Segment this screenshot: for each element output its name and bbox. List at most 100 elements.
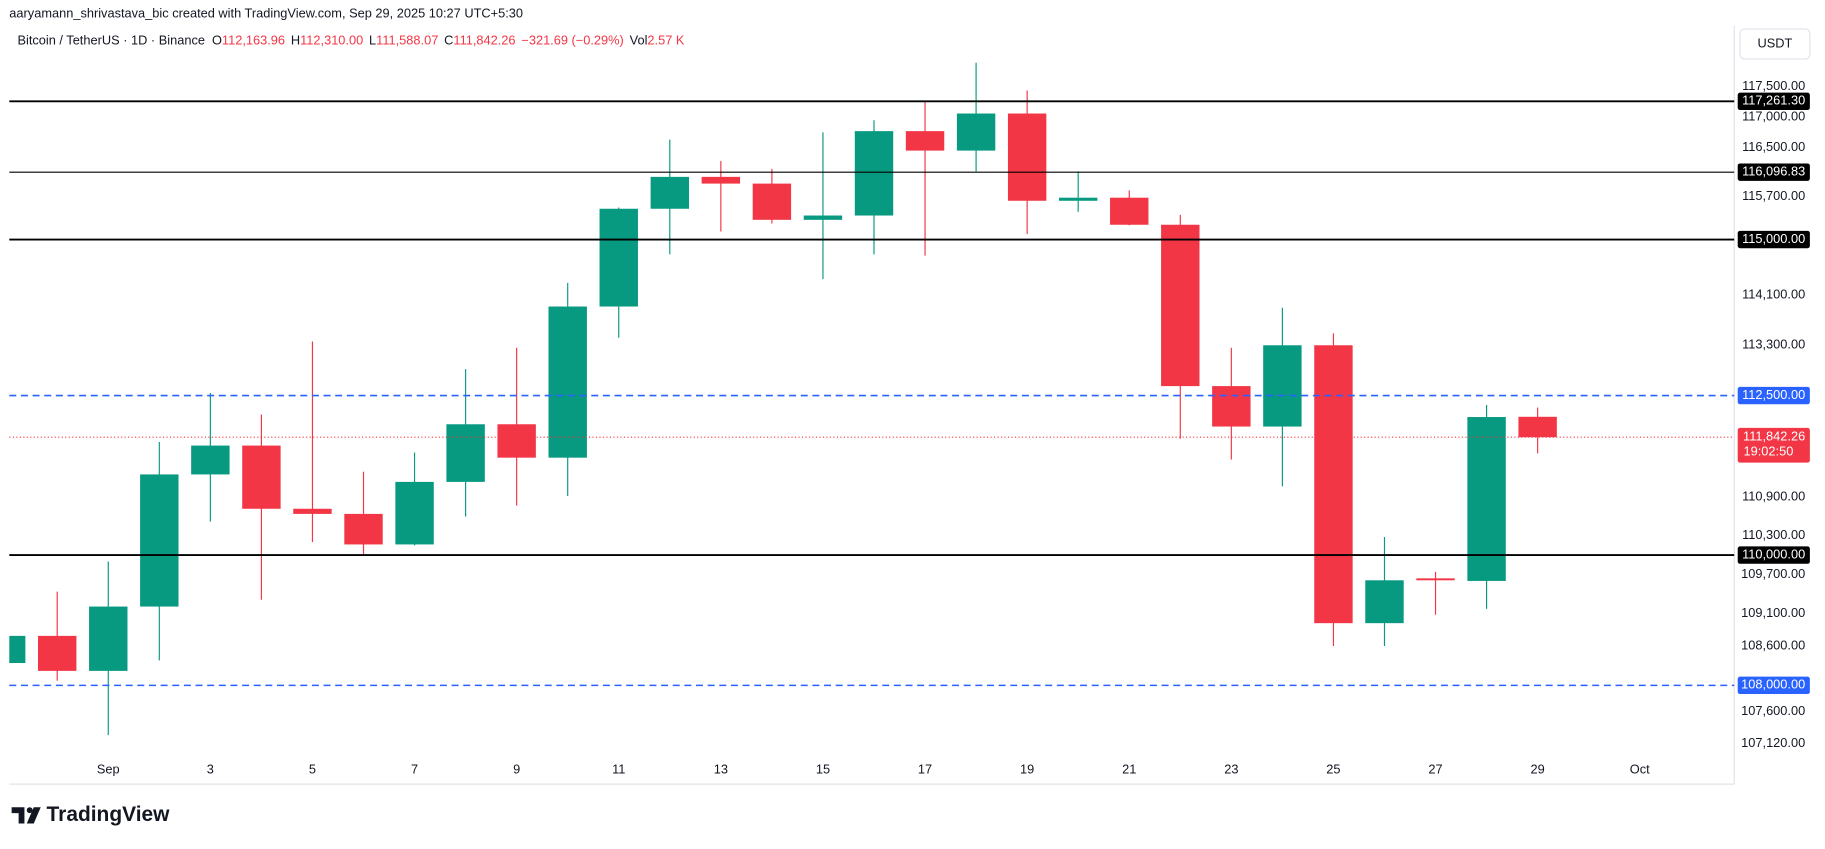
candle-body	[548, 306, 587, 458]
x-tick-label: 11	[612, 762, 625, 777]
candle-body	[446, 424, 485, 482]
legend-key: Vol	[630, 33, 648, 48]
candle-body	[1314, 345, 1353, 624]
candle-body	[89, 606, 128, 671]
x-tick-label: 5	[309, 762, 316, 777]
y-tick-label: 113,300.00	[1742, 337, 1805, 352]
y-tick-label: 109,700.00	[1741, 566, 1805, 581]
candle-body	[1058, 197, 1098, 201]
y-tick-label: 110,900.00	[1742, 489, 1805, 504]
y-tick-label: 107,600.00	[1741, 703, 1805, 718]
legend-value: 2.57 K	[647, 33, 684, 48]
y-tick-label: 114,100.00	[1742, 287, 1805, 302]
logo-mark	[11, 807, 25, 824]
x-tick-label: 7	[411, 762, 418, 777]
level-label: 115,000.00	[1742, 231, 1805, 246]
x-tick-label: 25	[1326, 762, 1340, 777]
last-price-box	[1737, 427, 1810, 463]
candle-body	[650, 176, 690, 209]
candle-body	[1467, 417, 1506, 581]
level-label: 112,500.00	[1742, 387, 1805, 402]
attribution: aaryamann_shrivastava_bic created with T…	[9, 5, 523, 20]
legend-key: O	[212, 33, 222, 48]
legend-key: L	[369, 33, 376, 48]
plot	[9, 62, 1557, 736]
last-price-label: 111,842.26	[1743, 429, 1805, 444]
level-label-box	[1737, 676, 1810, 695]
candle-body	[38, 635, 77, 671]
candle-body	[752, 183, 792, 220]
y-tick-label: 110,300.00	[1742, 527, 1805, 542]
logo-mark	[26, 807, 41, 824]
candle-body	[599, 208, 638, 307]
level-label-box	[1737, 386, 1810, 405]
legend-value: 111,588.07	[376, 33, 438, 48]
y-tick-label: 108,600.00	[1741, 637, 1805, 652]
candle-body	[191, 445, 230, 475]
candle-body	[395, 481, 434, 545]
currency-button[interactable]	[1739, 28, 1811, 60]
currency: USDT	[1758, 35, 1793, 50]
legend-title: Bitcoin / TetherUS · 1D · Binance	[17, 33, 205, 48]
candle-body	[1518, 416, 1557, 438]
y-tick-label: 107,120.00	[1741, 735, 1805, 750]
level-label-box	[1737, 163, 1810, 181]
price-axis: 117,500.00 117,000.00 116,500.00 115,700.00…	[1737, 78, 1810, 750]
candle-body	[9, 635, 26, 664]
x-tick-label: 27	[1428, 762, 1442, 777]
candle-body	[1110, 197, 1149, 225]
x-tick-label: 13	[714, 762, 728, 777]
y-tick-label: 116,500.00	[1742, 139, 1805, 154]
candle-body	[905, 131, 945, 151]
y-tick-label: 117,500.00	[1742, 78, 1805, 93]
x-tick-label: 23	[1224, 762, 1238, 777]
legend-value: 111,842.26	[453, 33, 515, 48]
candle-body	[803, 215, 843, 220]
countdown: 19:02:50	[1744, 444, 1794, 459]
candle-body	[242, 445, 281, 509]
legend-value: 112,163.96	[222, 33, 285, 48]
x-tick-label: Oct	[1630, 762, 1650, 777]
legend-change: −321.69 (−0.29%)	[521, 33, 623, 48]
logo: TradingView	[11, 803, 171, 826]
candle-body	[140, 474, 179, 607]
candle-body	[956, 113, 996, 151]
legend-key: H	[291, 33, 300, 48]
level-label: 108,000.00	[1741, 677, 1805, 692]
legend: Bitcoin / TetherUS · 1D · Binance O112,16…	[17, 33, 684, 48]
level-label-box	[1737, 92, 1810, 111]
candle-body	[1263, 345, 1302, 427]
candle-body	[497, 424, 536, 458]
logo-mark	[26, 807, 33, 814]
level-label: 116,096.83	[1742, 164, 1805, 179]
candle-body	[1212, 386, 1251, 427]
candle-body	[1007, 113, 1047, 201]
legend-key: C	[444, 33, 453, 48]
x-tick-label: 9	[513, 762, 520, 777]
x-tick-label: Sep	[97, 762, 120, 777]
level-label-box	[1737, 546, 1810, 564]
x-tick-label: 19	[1020, 762, 1034, 777]
level-label: 117,261.30	[1742, 93, 1805, 108]
candle-body	[1161, 224, 1200, 387]
x-tick-label: 3	[207, 762, 214, 777]
candle-body	[1365, 580, 1404, 624]
candle-body	[854, 131, 894, 216]
x-tick-label: 15	[816, 762, 830, 777]
level-label: 110,000.00	[1742, 546, 1805, 561]
brand: TradingView	[47, 803, 171, 826]
x-tick-label: 21	[1122, 762, 1136, 777]
x-tick-label: 29	[1531, 762, 1545, 777]
y-tick-label: 115,700.00	[1742, 188, 1805, 203]
candle-body	[1416, 578, 1455, 581]
y-tick-label: 109,100.00	[1741, 605, 1805, 620]
y-tick-label: 117,000.00	[1742, 109, 1805, 124]
x-tick-label: 17	[918, 762, 932, 777]
level-label-box	[1737, 230, 1810, 249]
candle-body	[701, 176, 741, 184]
candle-body	[344, 513, 383, 545]
candle-body	[293, 508, 332, 514]
legend-value: 112,310.00	[300, 33, 363, 48]
